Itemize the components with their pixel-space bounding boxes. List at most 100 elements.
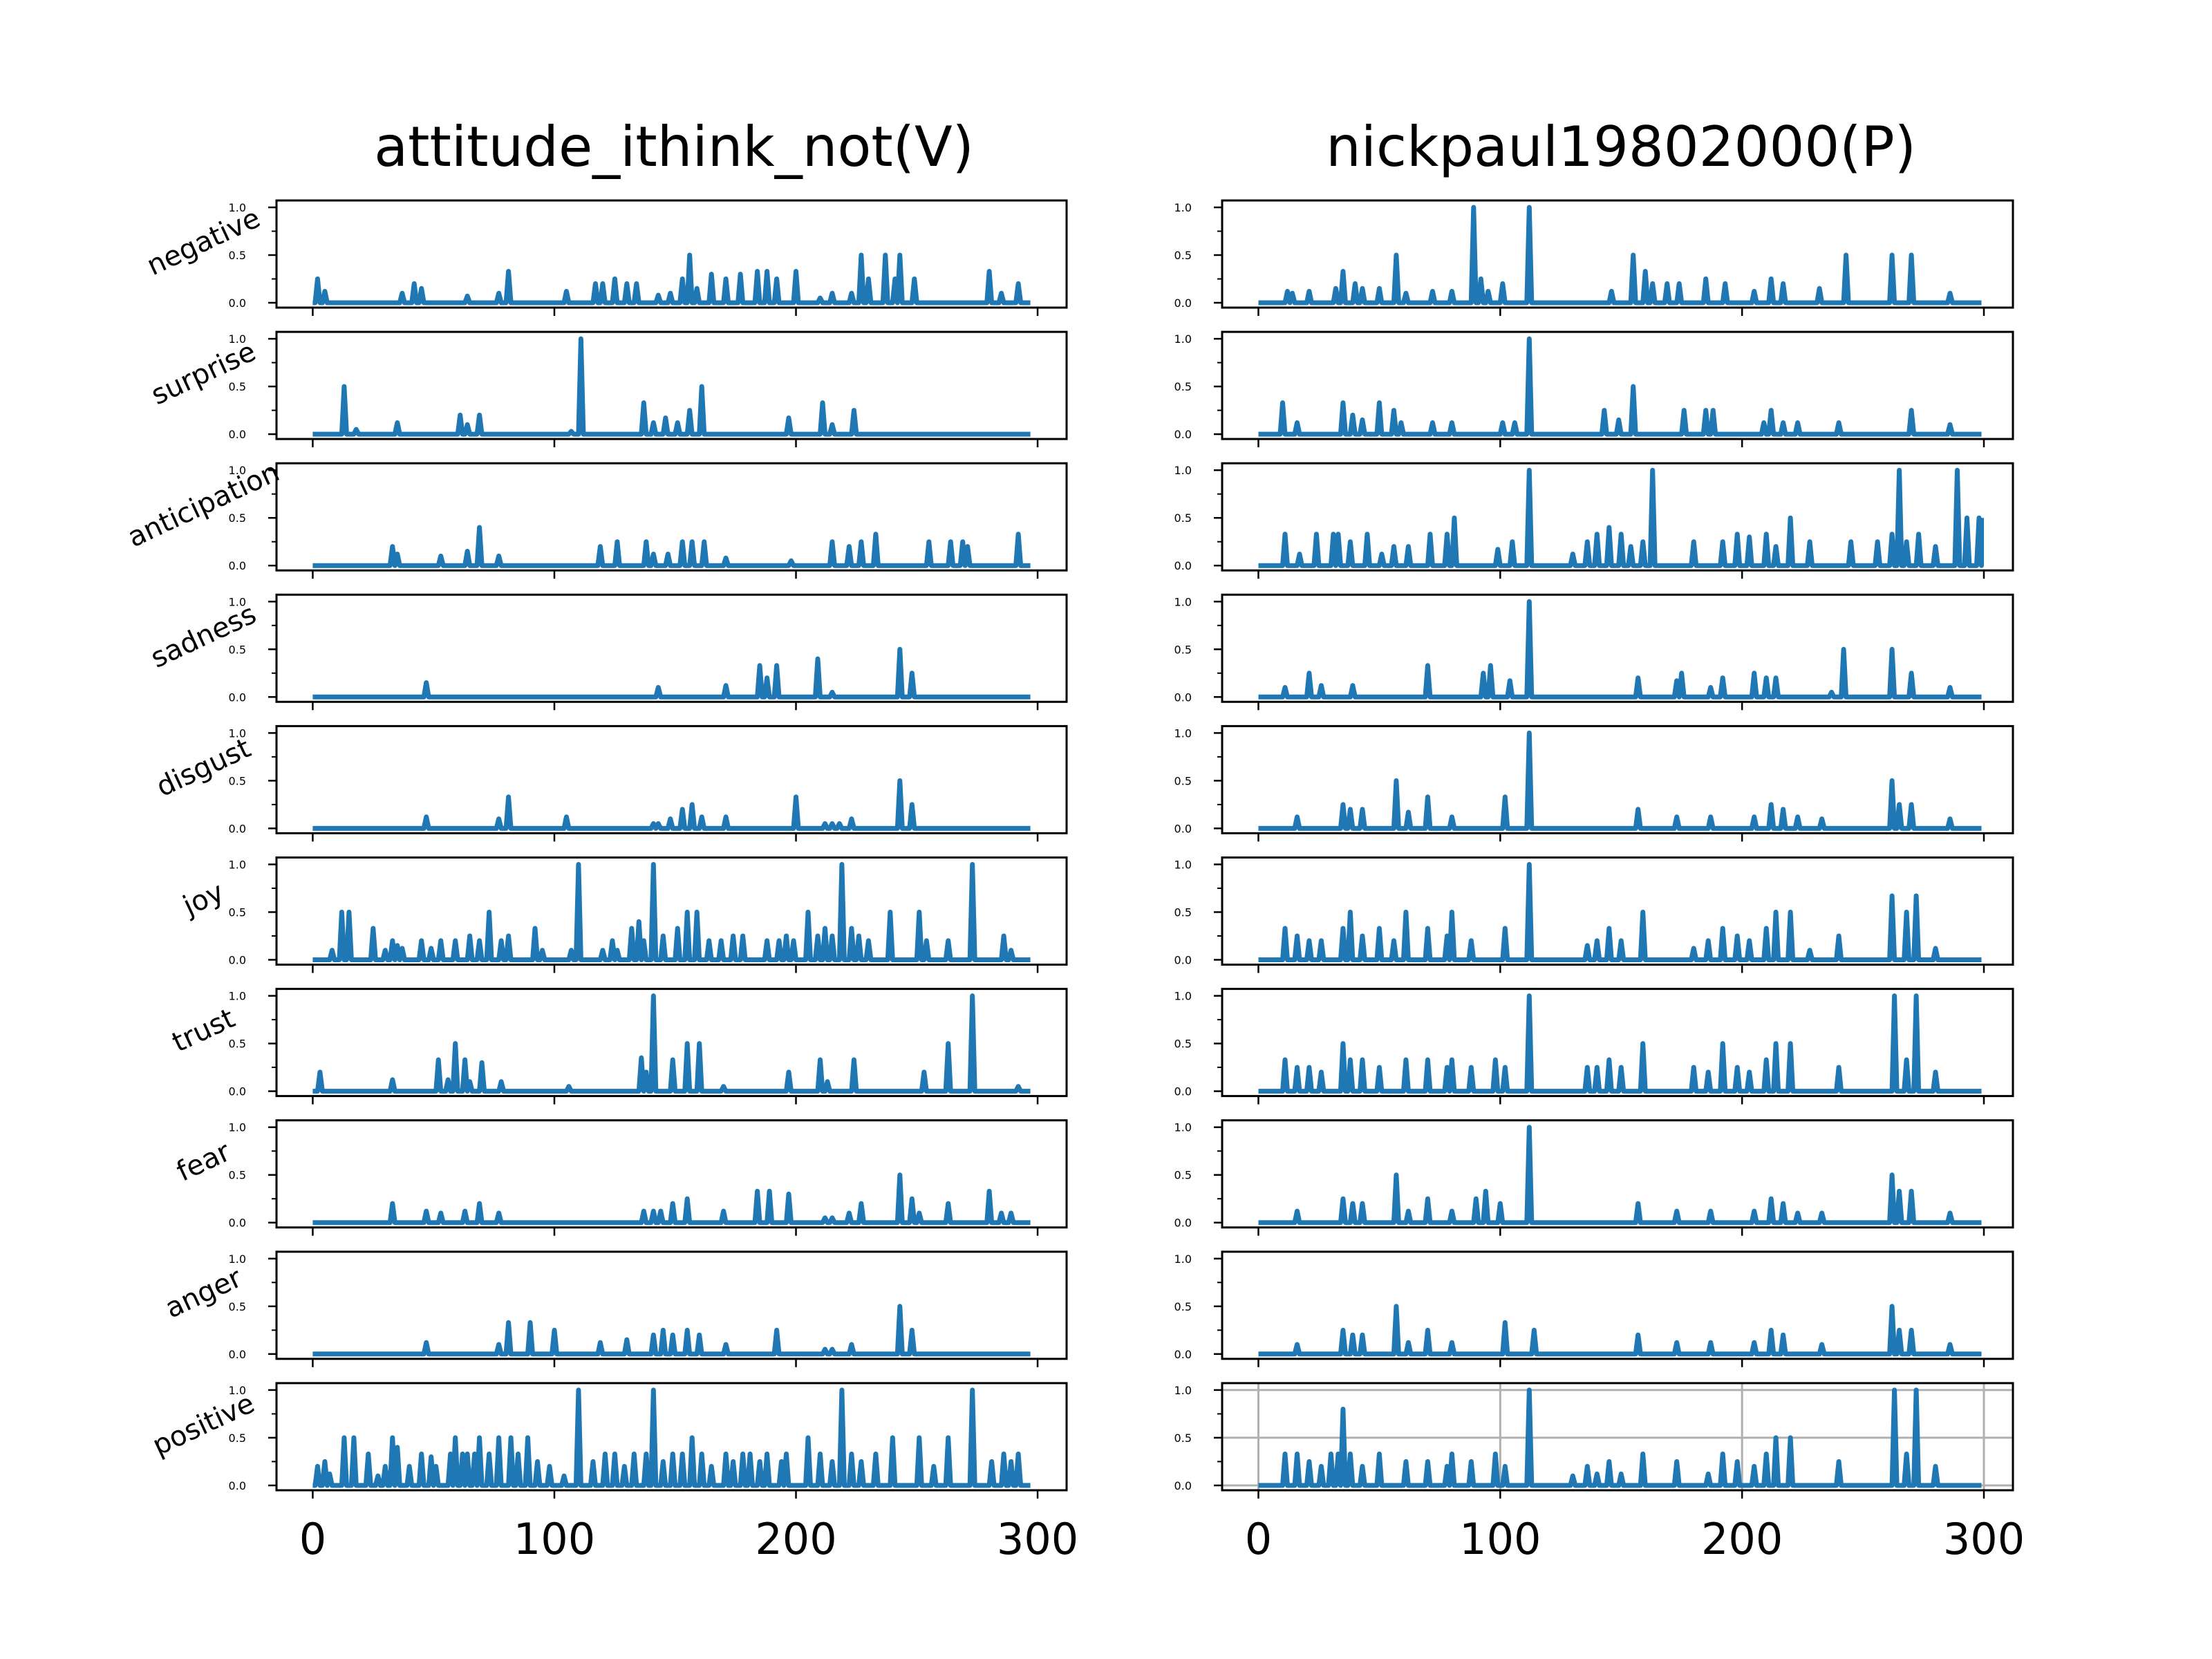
column-titles: attitude_ithink_not(V) nickpaul19802000(… — [374, 115, 1916, 179]
series-line — [1258, 1304, 1982, 1357]
panel-frame — [1221, 1119, 2014, 1229]
x-tick-label: 200 — [1701, 1514, 1783, 1564]
y-tick-label: 1.0 — [229, 1121, 246, 1134]
y-tick-label: 0.0 — [1174, 1479, 1192, 1492]
y-tick-label: 0.0 — [229, 1217, 246, 1230]
y-tick-label: 0.0 — [1174, 428, 1192, 441]
y-tick-label: 1.0 — [1174, 1253, 1192, 1266]
y-tick-label: 1.0 — [229, 859, 246, 872]
panel-frame — [1221, 1250, 2014, 1360]
y-tick-label: 0.0 — [1174, 691, 1192, 704]
y-tick-label: 0.0 — [229, 954, 246, 967]
series-line — [312, 1304, 1031, 1357]
y-tick-label: 0.5 — [1174, 1432, 1192, 1445]
y-tick-label: 1.0 — [1174, 1121, 1192, 1134]
y-tick-label: 1.0 — [229, 990, 246, 1003]
panel-anger-right: 0.0 0.5 1.0 — [1174, 1250, 2014, 1367]
x-tick-label: 300 — [997, 1514, 1078, 1564]
y-tick-label: 0.0 — [1174, 822, 1192, 835]
y-tick-label: 1.0 — [1174, 1384, 1192, 1397]
y-tick-label: 0.0 — [229, 428, 246, 441]
series-line — [312, 778, 1031, 831]
panel-frame — [275, 988, 1068, 1098]
panel-fear-right: 0.0 0.5 1.0 — [1174, 1119, 2014, 1236]
y-tick-label: 0.5 — [229, 512, 246, 525]
panel-disgust-left: 0.0 0.5 1.0 — [229, 724, 1068, 842]
panel-frame — [1221, 199, 2014, 309]
row-label-anticipation: anticipation — [123, 456, 285, 554]
y-tick-label: 0.5 — [229, 1169, 246, 1182]
series-line — [312, 1387, 1031, 1488]
y-tick-label: 0.0 — [1174, 1348, 1192, 1361]
panel-positive-right: 0.0 0.5 1.0 0 100 200 300 — [1174, 1382, 2025, 1564]
y-tick-label: 1.0 — [229, 727, 246, 740]
panel-fear-left: 0.0 0.5 1.0 — [229, 1119, 1068, 1236]
series-line — [1258, 1125, 1982, 1226]
y-tick-label: 0.0 — [229, 1348, 246, 1361]
subplot-grid: negative0.00.51.00.00.51.0surprise0.00.5… — [123, 199, 2025, 1564]
series-line — [312, 862, 1031, 962]
x-tick-label: 0 — [1245, 1514, 1272, 1564]
y-tick-label: 0.5 — [1174, 512, 1192, 525]
panel-frame — [1221, 988, 2014, 1098]
y-tick-label: 0.5 — [229, 1432, 246, 1445]
y-tick-label: 1.0 — [1174, 727, 1192, 740]
y-tick-label: 0.0 — [1174, 1085, 1192, 1098]
row-label-negative: negative — [142, 202, 265, 282]
series-line — [1258, 1387, 1982, 1488]
panel-frame — [275, 199, 1068, 309]
panel-frame — [1221, 856, 2014, 966]
panel-frame — [1221, 330, 2014, 440]
y-tick-label: 1.0 — [1174, 201, 1192, 214]
column-title-right: nickpaul19802000(P) — [1326, 115, 1916, 179]
y-tick-label: 1.0 — [1174, 464, 1192, 477]
y-tick-label: 1.0 — [229, 332, 246, 346]
series-line — [1258, 862, 1982, 962]
y-tick-label: 1.0 — [229, 1384, 246, 1397]
panel-sadness-right: 0.0 0.5 1.0 — [1174, 593, 2014, 711]
x-tick-label: 200 — [755, 1514, 836, 1564]
y-tick-label: 0.0 — [229, 1085, 246, 1098]
y-tick-label: 0.5 — [1174, 380, 1192, 393]
panel-surprise-right: 0.0 0.5 1.0 — [1174, 330, 2014, 448]
panel-joy-right: 0.0 0.5 1.0 — [1174, 856, 2014, 973]
panel-frame — [275, 724, 1068, 834]
y-tick-label: 0.5 — [229, 906, 246, 919]
panel-negative-right: 0.0 0.5 1.0 — [1174, 199, 2014, 316]
panel-frame — [275, 1250, 1068, 1360]
y-tick-label: 0.0 — [229, 559, 246, 572]
series-line — [312, 252, 1031, 306]
y-tick-label: 1.0 — [1174, 332, 1192, 346]
panel-anticipation-left: 0.0 0.5 1.0 — [229, 462, 1068, 579]
y-tick-label: 1.0 — [229, 1253, 246, 1266]
series-line — [312, 336, 1031, 437]
row-label-surprise: surprise — [147, 335, 261, 411]
x-tick-label: 100 — [514, 1514, 595, 1564]
x-tick-label: 300 — [1943, 1514, 2025, 1564]
panel-surprise-left: 0.0 0.5 1.0 — [229, 330, 1068, 448]
y-tick-label: 0.5 — [229, 774, 246, 787]
panel-frame — [1221, 724, 2014, 834]
row-label-positive: positive — [148, 1387, 260, 1462]
y-tick-label: 1.0 — [1174, 990, 1192, 1003]
panel-negative-left: 0.0 0.5 1.0 — [229, 199, 1068, 316]
panel-frame — [1221, 1382, 2014, 1492]
panel-frame — [275, 856, 1068, 966]
y-tick-label: 0.0 — [229, 691, 246, 704]
panel-frame — [1221, 593, 2014, 703]
panel-frame — [275, 330, 1068, 440]
y-tick-label: 0.5 — [1174, 643, 1192, 656]
y-tick-label: 0.0 — [1174, 559, 1192, 572]
panel-frame — [275, 1382, 1068, 1492]
panel-frame — [275, 1119, 1068, 1229]
panel-anger-left: 0.0 0.5 1.0 — [229, 1250, 1068, 1367]
series-line — [312, 525, 1031, 568]
y-tick-label: 0.0 — [229, 822, 246, 835]
panel-trust-right: 0.0 0.5 1.0 — [1174, 988, 2014, 1105]
row-label-fear: fear — [172, 1136, 236, 1188]
series-line — [1258, 205, 1982, 306]
x-tick-label: 0 — [299, 1514, 326, 1564]
row-label-joy: joy — [178, 876, 229, 922]
series-line — [1258, 993, 1982, 1094]
